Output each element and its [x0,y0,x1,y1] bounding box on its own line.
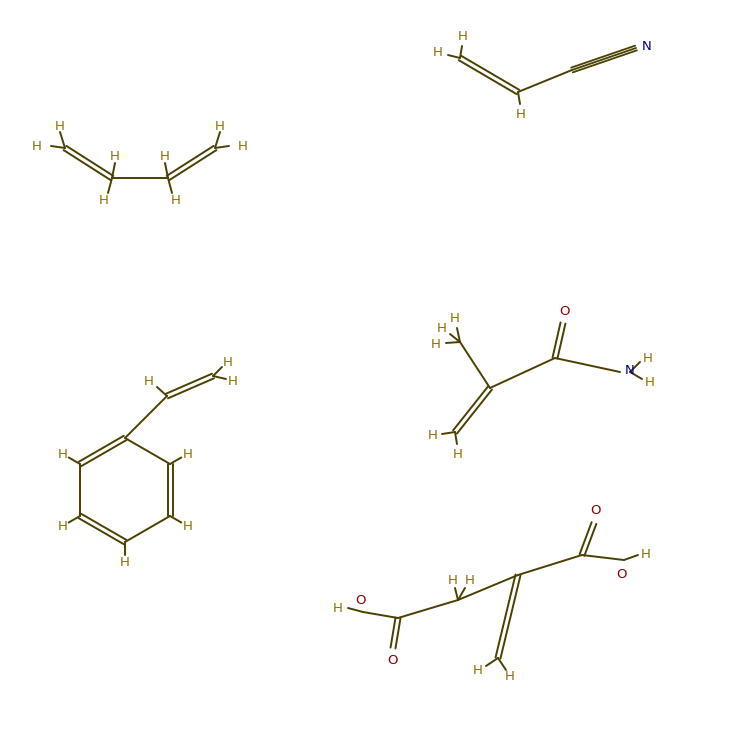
Text: H: H [428,429,438,441]
Text: H: H [182,520,192,533]
Text: O: O [356,593,366,607]
Text: H: H [120,556,130,568]
Text: H: H [641,548,651,562]
Text: N: N [642,40,652,52]
Text: O: O [560,304,570,317]
Text: O: O [590,504,601,518]
Text: H: H [448,574,458,586]
Text: H: H [171,194,181,206]
Text: O: O [388,654,398,666]
Text: N: N [625,364,635,376]
Text: H: H [228,375,238,387]
Text: H: H [505,669,515,682]
Text: H: H [160,150,170,162]
Text: H: H [473,663,483,676]
Text: H: H [55,120,65,132]
Text: H: H [58,520,68,533]
Text: H: H [458,29,468,43]
Text: O: O [617,568,627,580]
Text: H: H [215,120,225,132]
Text: H: H [431,337,441,351]
Text: H: H [645,375,655,388]
Text: H: H [453,447,463,461]
Text: H: H [144,375,154,387]
Text: H: H [433,46,443,58]
Text: H: H [110,150,120,162]
Text: H: H [450,311,460,325]
Text: H: H [437,322,447,334]
Text: H: H [223,355,233,369]
Text: H: H [238,139,248,153]
Text: H: H [182,447,192,461]
Text: H: H [465,574,475,586]
Text: H: H [333,601,343,615]
Text: H: H [516,108,526,120]
Text: H: H [32,139,42,153]
Text: H: H [58,447,68,461]
Text: H: H [99,194,109,206]
Text: H: H [643,352,653,364]
